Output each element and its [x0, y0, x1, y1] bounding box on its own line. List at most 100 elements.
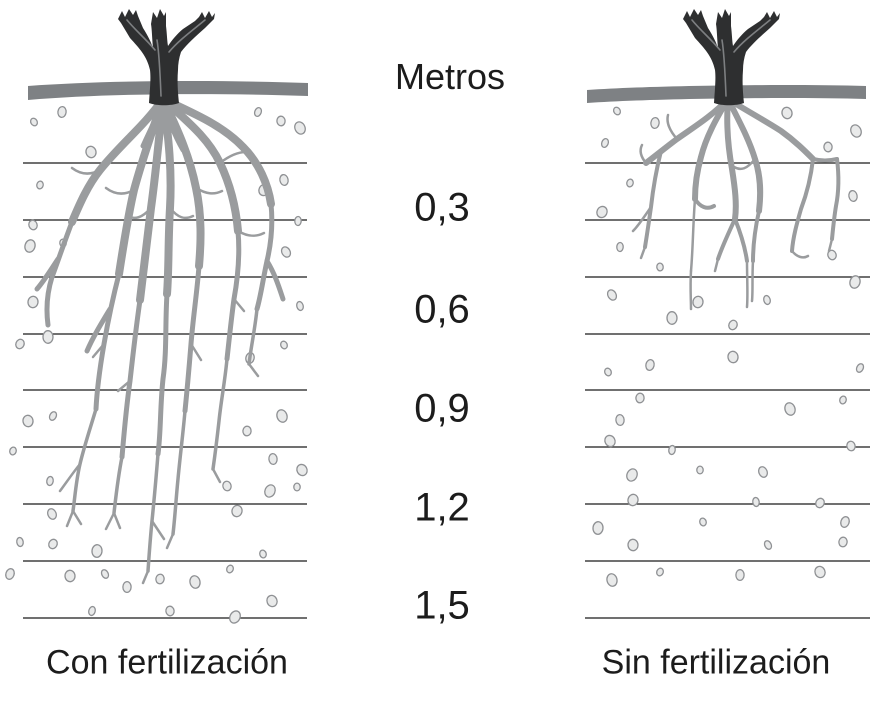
soil-particle	[752, 496, 760, 508]
soil-particle	[604, 367, 612, 377]
soil-particle	[293, 482, 301, 492]
soil-particle	[24, 239, 36, 253]
soil-particle	[231, 504, 243, 518]
soil-particle	[626, 468, 638, 482]
soil-particle	[758, 466, 768, 478]
soil-particle	[88, 605, 96, 617]
soil-particle	[692, 295, 704, 309]
soil-particle	[48, 538, 58, 550]
soil-particle	[615, 413, 625, 427]
soil-particle	[16, 536, 24, 548]
soil-particle	[699, 517, 707, 527]
soil-particle	[48, 411, 58, 421]
soil-particle	[9, 446, 17, 456]
soil-particle	[763, 294, 771, 306]
soil-particles-right	[592, 106, 865, 587]
soil-particle	[294, 215, 302, 227]
soil-particle	[668, 444, 676, 456]
soil-particle	[616, 241, 624, 253]
soil-particle	[279, 173, 289, 187]
soil-particle	[650, 116, 660, 130]
soil-particle	[645, 359, 655, 371]
root-system-unfertilized	[631, 96, 841, 311]
soil-particle	[784, 402, 796, 416]
soil-particle	[264, 484, 276, 498]
soil-particle	[294, 121, 306, 135]
depth-label-1-2: 1,2	[414, 485, 470, 530]
soil-particle	[266, 594, 278, 608]
soil-particle	[29, 117, 39, 127]
soil-particle	[635, 392, 645, 404]
soil-particle	[696, 465, 704, 475]
soil-particle	[42, 330, 54, 344]
soil-particle	[5, 568, 15, 580]
soil-particle	[122, 580, 132, 594]
soil-particle	[57, 105, 67, 119]
soil-particle	[846, 440, 856, 452]
soil-particle	[85, 145, 97, 159]
soil-particle	[849, 275, 861, 289]
soil-particle	[189, 575, 201, 589]
soil-particles-left	[5, 105, 308, 624]
soil-particle	[276, 115, 286, 127]
soil-particle	[763, 540, 773, 550]
depth-lines-left	[23, 162, 307, 619]
soil-particle	[839, 395, 847, 405]
soil-particle	[46, 475, 54, 487]
soil-particle	[604, 434, 616, 448]
soil-particle	[606, 573, 618, 587]
soil-particle	[296, 300, 304, 312]
caption-con-fertilizacion: Con fertilización	[46, 643, 288, 682]
soil-particle	[838, 536, 848, 548]
soil-particle	[814, 565, 826, 579]
soil-particle	[626, 178, 634, 188]
soil-particle	[296, 463, 308, 477]
soil-particle	[91, 544, 103, 558]
depth-label-0-9: 0,9	[414, 386, 470, 431]
soil-particle	[850, 124, 862, 138]
depth-label-1-5: 1,5	[414, 583, 470, 628]
soil-particle	[222, 480, 232, 492]
soil-particle	[226, 564, 234, 574]
soil-particle	[666, 311, 678, 325]
caption-sin-fertilizacion: Sin fertilización	[601, 643, 831, 682]
soil-particle	[15, 338, 25, 350]
soil-particle	[100, 569, 110, 579]
soil-particle	[280, 246, 292, 258]
soil-particle	[165, 605, 175, 617]
soil-particle	[259, 549, 267, 559]
soil-particle	[596, 205, 608, 219]
soil-particle	[36, 180, 44, 190]
soil-particle	[627, 538, 639, 552]
soil-particle	[600, 137, 610, 149]
soil-particle	[280, 340, 288, 350]
soil-particle	[656, 567, 664, 577]
depth-scale-title: Metros	[394, 56, 506, 97]
soil-particle	[155, 573, 165, 585]
soil-particle	[253, 106, 263, 118]
depth-label-0-6: 0,6	[414, 287, 470, 332]
soil-particle	[229, 610, 241, 624]
soil-particle	[848, 189, 858, 203]
soil-particle	[727, 350, 739, 364]
soil-particle	[47, 508, 57, 520]
soil-particle	[840, 516, 850, 528]
soil-particle	[268, 452, 278, 466]
soil-particle	[22, 414, 34, 428]
depth-label-0-3: 0,3	[414, 185, 470, 230]
soil-particle	[276, 409, 288, 423]
soil-particle	[612, 106, 622, 116]
soil-particle	[27, 295, 39, 309]
soil-particle	[735, 568, 745, 582]
soil-particle	[823, 141, 833, 153]
soil-particle	[656, 262, 664, 272]
soil-particle	[64, 569, 76, 583]
soil-particle	[28, 219, 38, 231]
depth-lines-right	[585, 162, 870, 619]
soil-particle	[627, 493, 639, 507]
soil-particle	[606, 289, 618, 301]
soil-particle	[781, 106, 793, 120]
soil-particle	[242, 425, 252, 437]
